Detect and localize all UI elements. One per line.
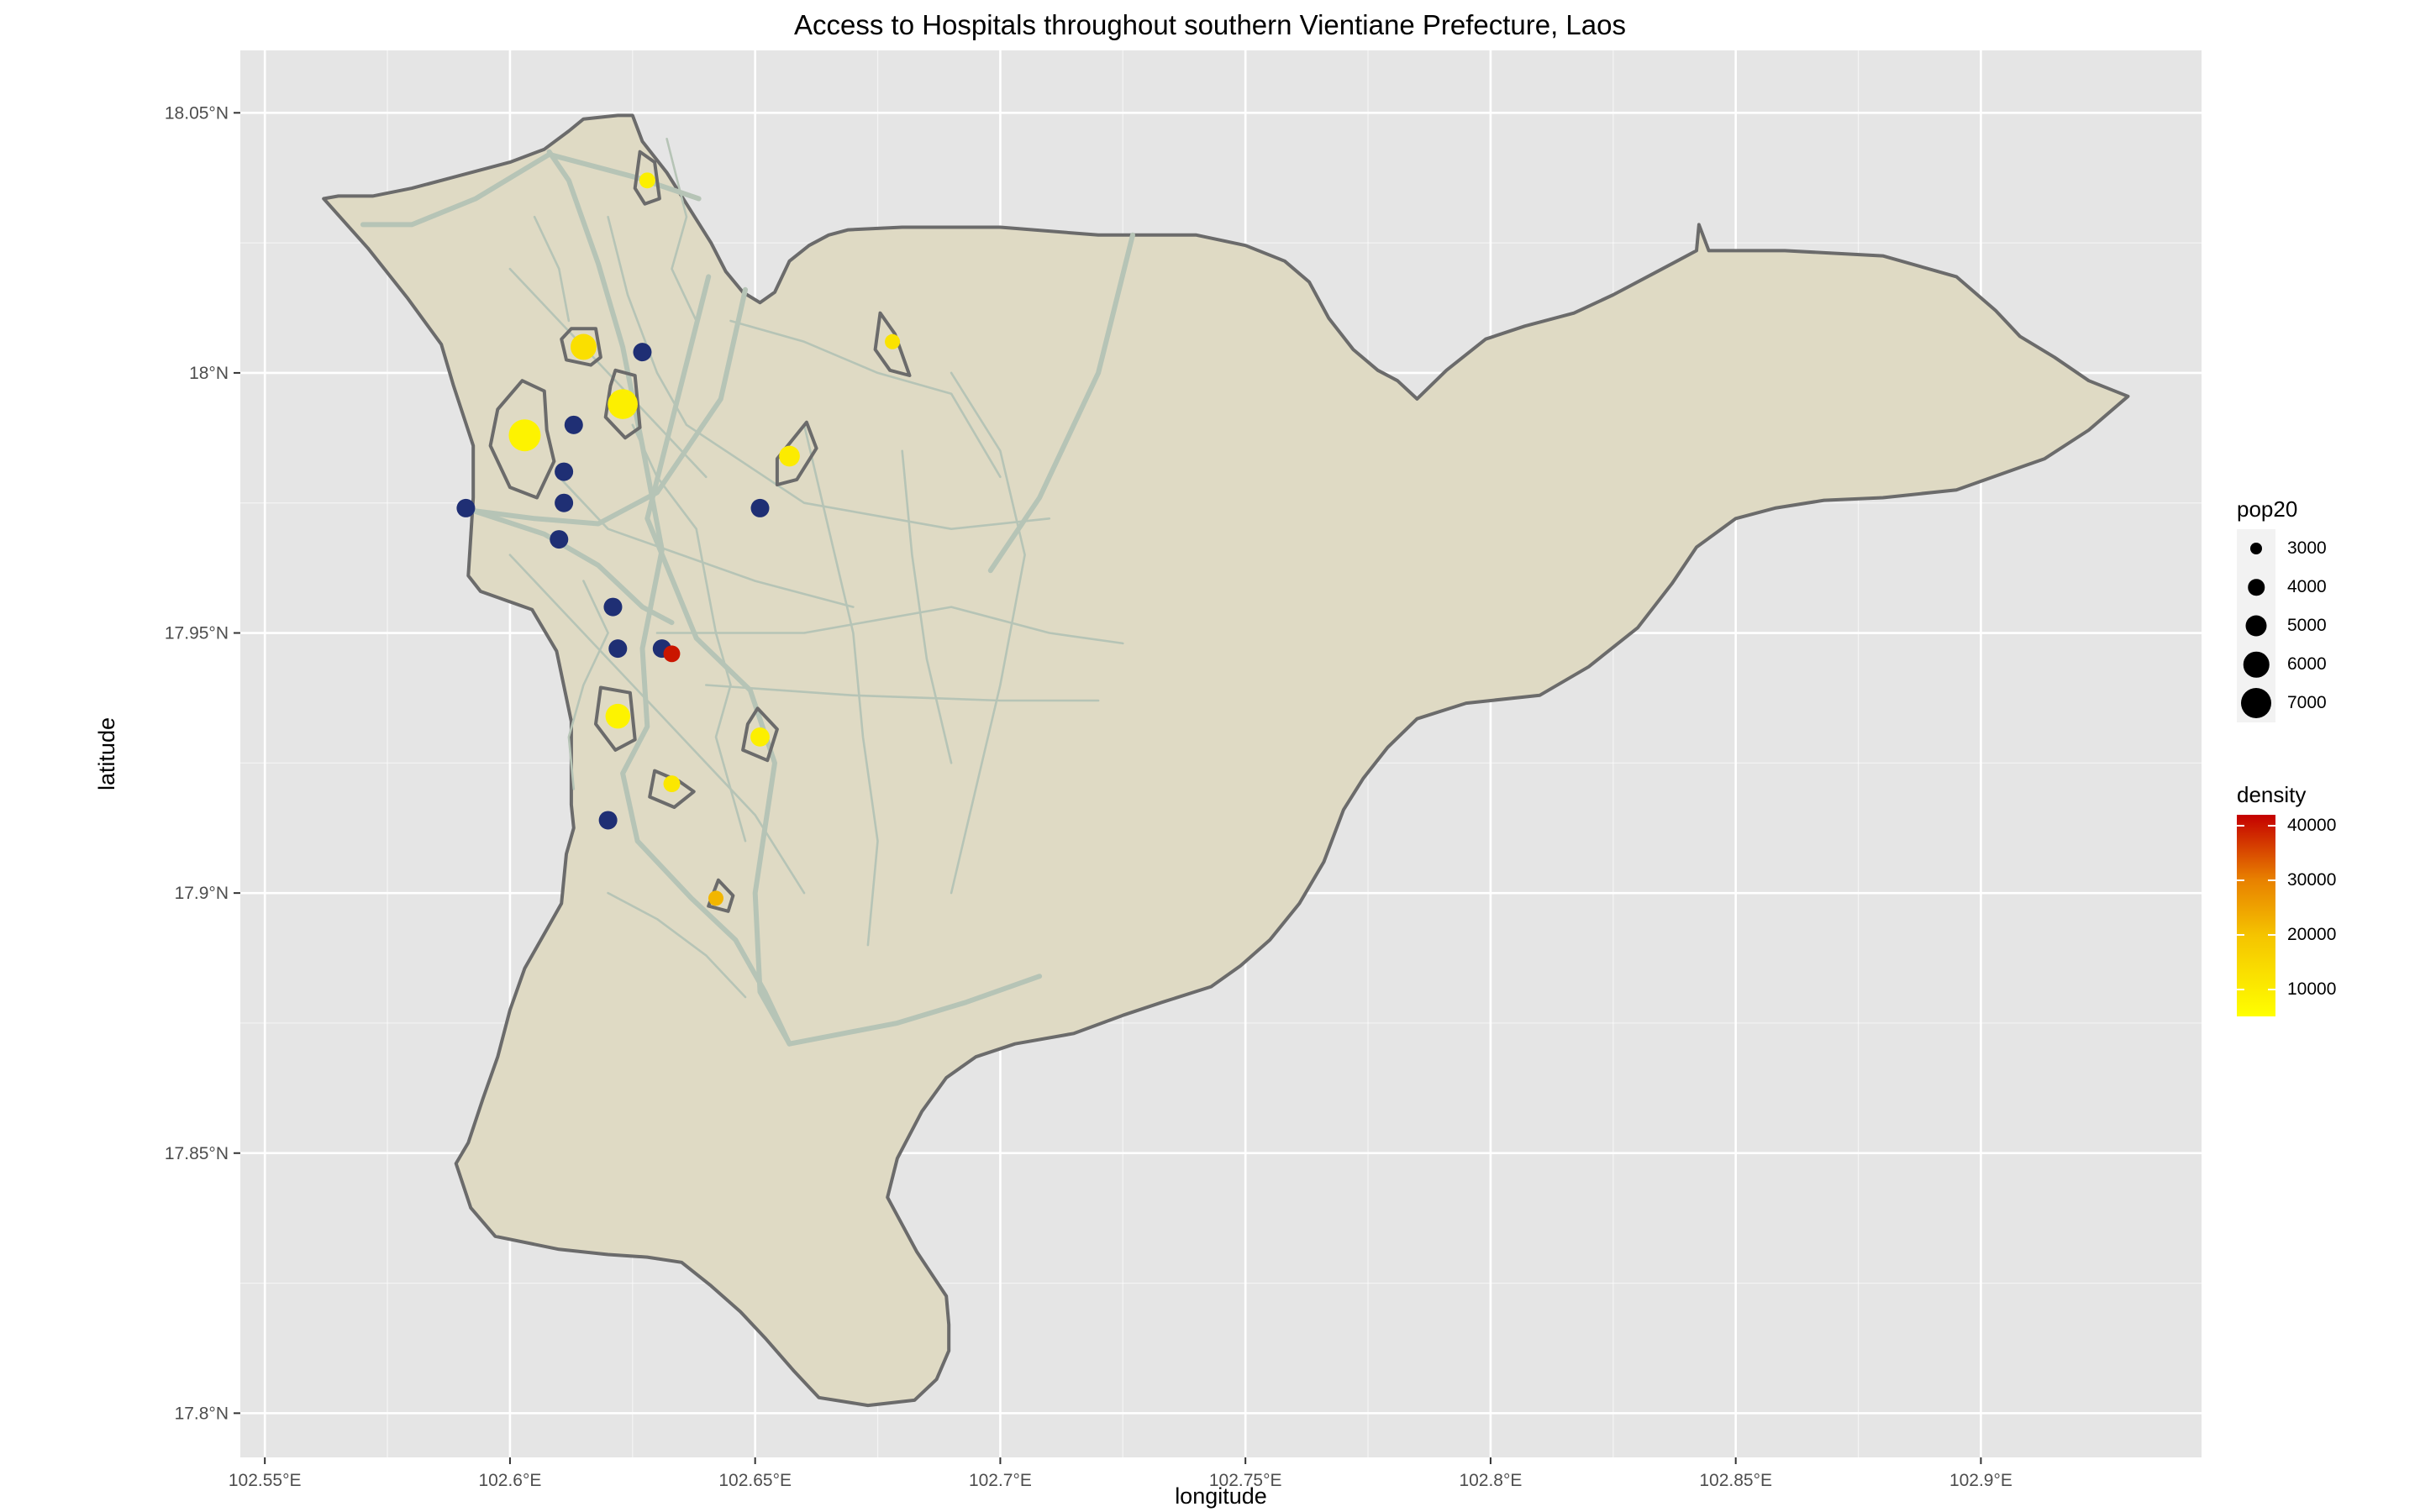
hospital-point — [608, 639, 628, 659]
minor-road — [607, 891, 747, 999]
y-tick-label: 17.8°N — [175, 1404, 229, 1423]
y-tick-label: 18.05°N — [165, 103, 229, 123]
settlement-point — [663, 645, 681, 663]
hospital-point — [550, 530, 569, 549]
minor-road — [655, 606, 1124, 645]
pop20-legend-dot — [2243, 651, 2270, 678]
minor-road — [508, 554, 806, 895]
minor-road — [705, 580, 747, 843]
minor-road — [607, 215, 1051, 530]
pop20-legend-label: 7000 — [2287, 693, 2327, 712]
hospital-point — [456, 498, 476, 517]
pop20-legend-title: pop20 — [2237, 496, 2298, 522]
pop20-legend-label: 3000 — [2287, 538, 2327, 558]
x-tick-label: 102.85°E — [1699, 1471, 1772, 1490]
plot-title: Access to Hospitals throughout southern … — [794, 9, 1626, 40]
settlement-outline — [603, 368, 642, 440]
settlement-point — [750, 727, 770, 747]
y-tick-label: 17.85°N — [165, 1144, 229, 1163]
pop20-legend-dot — [2241, 688, 2271, 718]
pop20-legend-key — [2237, 684, 2275, 722]
settlement-point — [608, 389, 638, 419]
pop20-legend-item: 7000 — [2237, 684, 2327, 722]
density-legend-label: 30000 — [2287, 869, 2337, 890]
x-tick-label: 102.7°E — [969, 1471, 1032, 1490]
settlement-point — [605, 703, 631, 729]
density-legend-label: 20000 — [2287, 924, 2337, 944]
density-legend-title: density — [2237, 782, 2307, 807]
minor-road — [901, 449, 953, 764]
minor-road — [533, 215, 571, 323]
pop20-legend-label: 5000 — [2287, 616, 2327, 635]
pop20-legend-item: 3000 — [2237, 529, 2327, 568]
hospital-point — [564, 415, 583, 434]
pop20-legend-dot — [2250, 543, 2262, 554]
minor-road — [567, 580, 609, 790]
minor-road — [802, 423, 879, 947]
minor-road — [558, 475, 855, 608]
pop20-legend-item: 6000 — [2237, 645, 2327, 684]
hospital-point — [633, 343, 652, 362]
density-legend-label: 10000 — [2287, 979, 2337, 999]
settlement-outline — [741, 706, 779, 763]
x-tick-label: 102.9°E — [1949, 1471, 2012, 1490]
x-tick-label: 102.75°E — [1209, 1471, 1282, 1490]
hospital-point — [555, 493, 574, 512]
pop20-legend-dot — [2248, 579, 2265, 596]
x-axis-label: longitude — [1175, 1483, 1267, 1509]
settlement-outline — [488, 379, 556, 500]
x-tick-label: 102.55°E — [229, 1471, 302, 1490]
settlement-point — [663, 775, 681, 793]
settlement-point — [571, 333, 597, 360]
pop20-legend-key — [2237, 645, 2275, 684]
pop20-legend: pop20 3000 4000 5000 6000 7000 — [2237, 494, 2327, 722]
settlement-point — [639, 172, 655, 189]
pop20-legend-dot — [2245, 615, 2267, 637]
pop20-legend-item: 5000 — [2237, 606, 2327, 645]
settlement-point — [508, 419, 541, 452]
settlement-outline — [560, 327, 602, 367]
x-tick-label: 102.6°E — [478, 1471, 541, 1490]
minor-road — [508, 267, 708, 479]
y-axis-label: latitude — [94, 717, 119, 790]
minor-road — [666, 138, 697, 323]
density-legend: density 40000 30000 20000 10000 — [2237, 780, 2336, 1016]
settlement-outline — [873, 311, 912, 377]
major-road — [644, 274, 792, 1047]
minor-road — [705, 684, 1100, 702]
settlement-point — [779, 445, 800, 467]
pop20-legend-key — [2237, 606, 2275, 645]
y-tick-label: 17.95°N — [165, 624, 229, 643]
minor-road — [631, 423, 708, 582]
y-tick-label: 18°N — [189, 364, 229, 383]
pop20-legend-label: 4000 — [2287, 577, 2327, 596]
major-road — [471, 508, 675, 626]
settlement-outline — [633, 150, 661, 206]
settlement-outline — [594, 685, 637, 752]
density-legend-label: 40000 — [2287, 815, 2337, 835]
pop20-legend-key — [2237, 529, 2275, 568]
settlement-point — [708, 890, 723, 906]
pop20-legend-key — [2237, 568, 2275, 606]
pop20-legend-item: 4000 — [2237, 568, 2327, 606]
y-tick-label: 17.9°N — [175, 884, 229, 903]
major-road — [471, 286, 748, 527]
minor-road — [729, 319, 1002, 479]
pop20-legend-label: 6000 — [2287, 654, 2327, 674]
hospital-point — [750, 498, 770, 517]
hospital-point — [598, 811, 618, 830]
hospital-point — [555, 462, 574, 481]
major-road — [546, 149, 1043, 1047]
major-road — [987, 232, 1135, 574]
x-tick-label: 102.65°E — [718, 1471, 792, 1490]
minor-road — [950, 371, 1026, 895]
x-tick-label: 102.8°E — [1459, 1471, 1522, 1490]
district-boundary — [322, 113, 2130, 1408]
settlement-point — [885, 333, 901, 349]
hospital-point — [603, 597, 623, 617]
density-color-bar — [2237, 815, 2275, 1016]
